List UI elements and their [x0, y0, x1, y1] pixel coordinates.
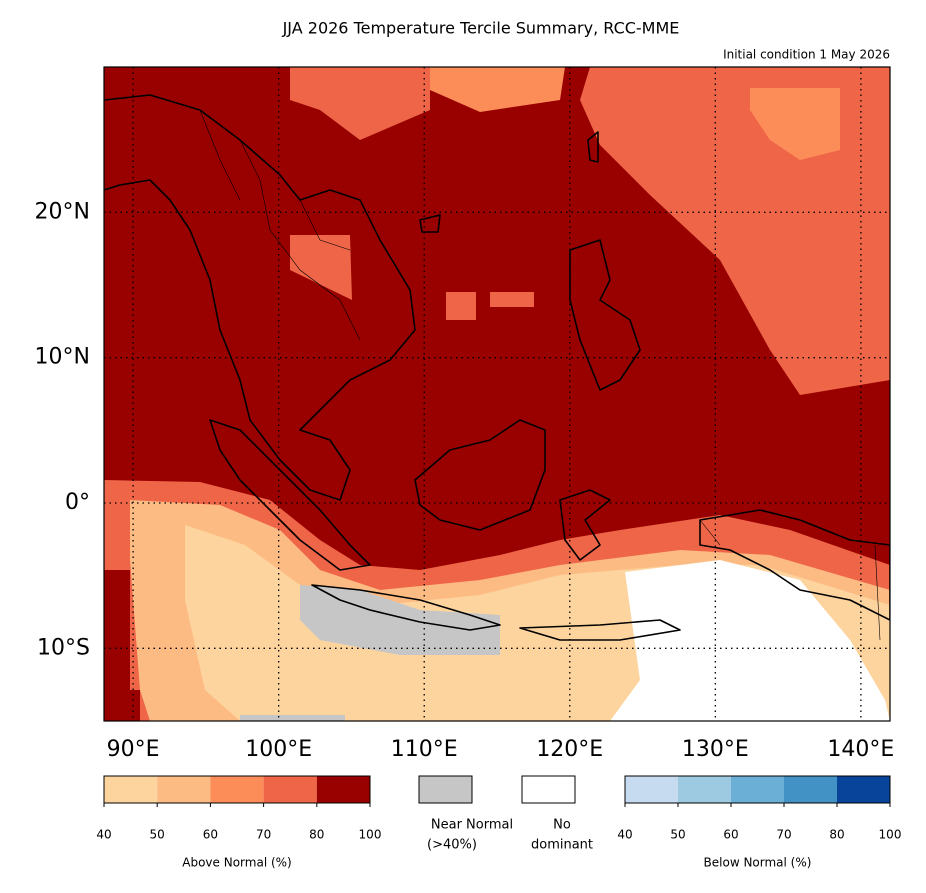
coastline: [104, 94, 890, 641]
lon-tick-label: 140°E: [827, 737, 894, 762]
colorbar-segment: [263, 776, 317, 803]
legend-label: dominant: [531, 838, 593, 853]
colorbar-label: Above Normal (%): [182, 856, 291, 870]
colorbar-segment: [837, 776, 890, 803]
field-region: [610, 560, 890, 721]
colorbar-segment: [625, 776, 678, 803]
lat-tick-label: 0°: [65, 490, 90, 515]
colorbar-segment: [678, 776, 731, 803]
lon-tick-label: 90°E: [107, 737, 160, 762]
lon-tick-label: 100°E: [245, 737, 312, 762]
title: JJA 2026 Temperature Tercile Summary, RC…: [282, 19, 680, 38]
lon-tick-label: 120°E: [536, 737, 603, 762]
map-field: [104, 67, 890, 721]
colorbar-segment: [316, 776, 370, 803]
colorbar-tick-label: 100: [359, 828, 382, 842]
country-border: [199, 109, 881, 641]
field-region: [290, 67, 430, 140]
field-region: [446, 292, 476, 320]
legend-label: Near Normal: [431, 818, 513, 833]
lat-tick-label: 20°N: [35, 199, 90, 224]
colorbar-tick-label: 100: [879, 828, 902, 842]
colorbar-tick-label: 50: [150, 828, 165, 842]
lon-tick-label: 110°E: [391, 737, 458, 762]
lat-tick-label: 10°S: [37, 635, 90, 660]
legend-swatch: [418, 775, 473, 804]
field-region: [240, 715, 345, 721]
colorbar-segment: [784, 776, 837, 803]
field-region: [750, 88, 840, 160]
colorbar-segment: [104, 776, 158, 803]
map-frame: [103, 66, 891, 722]
colorbar-tick-label: 40: [96, 828, 111, 842]
field-region: [290, 235, 352, 300]
field-region: [430, 67, 565, 112]
subtitle: Initial condition 1 May 2026: [723, 48, 890, 62]
colorbar-tick-label: 60: [203, 828, 218, 842]
lon-tick-label: 130°E: [682, 737, 749, 762]
colorbar-tick-label: 80: [309, 828, 324, 842]
field-region: [490, 292, 534, 307]
colorbar-label: Below Normal (%): [704, 856, 812, 870]
colorbar-tick-label: 70: [256, 828, 271, 842]
colorbar-tick-label: 60: [723, 828, 738, 842]
graticule: [104, 67, 890, 721]
colorbar-tick-label: 40: [617, 828, 632, 842]
colorbar-segment: [731, 776, 784, 803]
legend-label: (>40%): [427, 838, 477, 853]
colorbar-frame: [624, 775, 891, 804]
legend: 40 50 60 70 80 100 Above Normal (%) 40 50 60 70 80 1…: [96, 775, 902, 870]
colorbar-segment: [210, 776, 264, 803]
colorbar-tick-label: 70: [776, 828, 791, 842]
field-region: [104, 570, 140, 721]
colorbar-segment: [157, 776, 211, 803]
lat-tick-label: 10°N: [35, 345, 90, 370]
legend-swatch: [521, 775, 576, 804]
colorbar-tick-label: 50: [670, 828, 685, 842]
colorbar-frame: [103, 775, 371, 804]
colorbar-tick-label: 80: [829, 828, 844, 842]
legend-label: No: [553, 818, 571, 833]
